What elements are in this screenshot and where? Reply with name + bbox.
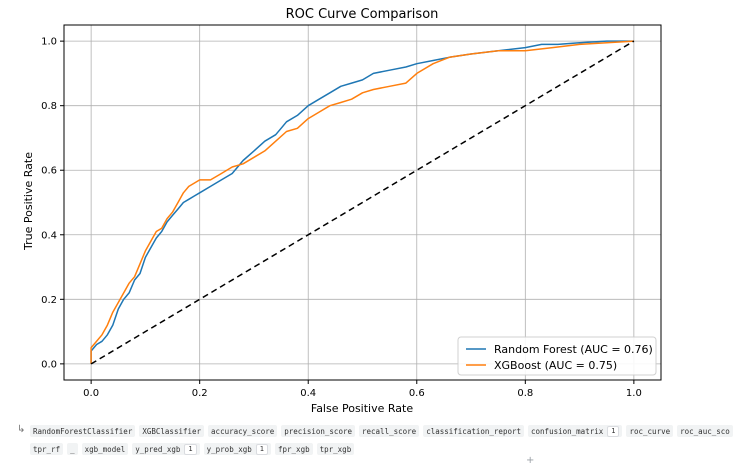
x-axis-label: False Positive Rate (311, 402, 413, 415)
y-tick-label: 0.8 (41, 101, 57, 112)
variable-chip[interactable]: y_prob_xgb 1 (203, 443, 271, 455)
variable-chip-row-1: RandomForestClassifier XGBClassifier accur… (0, 425, 739, 437)
variable-chip[interactable]: recall_score (359, 425, 420, 437)
variable-chip[interactable]: _ (67, 443, 78, 455)
variable-chip-label: tpr_rf (33, 444, 61, 454)
axes: 0.0 0.2 0.4 0.6 0.8 1.0 0.0 0.2 0.4 0.6 0.8 1.0 (41, 24, 662, 399)
variable-chip[interactable]: roc_auc_sco (677, 425, 733, 437)
x-tick-label: 0.2 (192, 388, 208, 399)
variable-chip[interactable]: precision_score (281, 425, 355, 437)
variable-chip-label: RandomForestClassifier (33, 426, 133, 436)
variable-chip[interactable]: classification_report (423, 425, 525, 437)
legend: Random Forest (AUC = 0.76) XGBoost (AUC =… (457, 336, 657, 376)
x-tick-label: 0.0 (83, 388, 99, 399)
plot-frame (63, 24, 662, 381)
variable-chip[interactable]: xgb_model (81, 443, 129, 455)
variable-chip-label: y_prob_xgb (206, 444, 252, 454)
variable-chip-label: y_pred_xgb (135, 444, 181, 454)
variable-chip-count: 1 (184, 443, 197, 455)
variable-chip-label: confusion_matrix (531, 426, 604, 436)
grid-lines (64, 25, 661, 380)
variable-chip-label: _ (70, 444, 75, 454)
legend-label: XGBoost (AUC = 0.75) (494, 359, 617, 372)
series-lines (90, 40, 635, 365)
y-tick-label: 1.0 (41, 37, 57, 48)
x-tick-label: 0.6 (409, 388, 425, 399)
roc-line-series-2 (90, 40, 634, 364)
variable-chip-label: roc_auc_sco (680, 426, 730, 436)
variable-chip[interactable]: roc_curve (626, 425, 674, 437)
variable-chip[interactable]: y_pred_xgb 1 (132, 443, 200, 455)
variable-chip-label: roc_curve (629, 426, 671, 436)
variable-chip[interactable]: RandomForestClassifier (30, 425, 136, 437)
y-tick-label: 0.6 (41, 166, 57, 177)
variable-chip-row-2: tpr_rf _ xgb_model y_pred_xgb 1 y_prob_xgb 1 fp… (0, 443, 739, 455)
variable-chip-label: classification_report (426, 426, 522, 436)
variable-chip[interactable]: fpr_xgb (275, 443, 313, 455)
roc-chart: ROC Curve Comparison 0.0 0.2 0.4 0.6 0.8 1.00… (22, 7, 662, 415)
variable-chip[interactable]: accuracy_score (208, 425, 278, 437)
output-arrow-icon: ↳ (17, 424, 26, 435)
y-tick-label: 0.2 (41, 295, 57, 306)
variable-chip-label: xgb_model (84, 444, 126, 454)
variable-chip[interactable]: confusion_matrix 1 (528, 425, 623, 437)
chart-title: ROC Curve Comparison (286, 7, 439, 22)
variable-chip-label: fpr_xgb (278, 444, 310, 454)
variable-chip-label: recall_score (362, 426, 417, 436)
legend-box (457, 336, 657, 376)
y-tick-label: 0.0 (41, 359, 57, 370)
x-tick-label: 0.8 (517, 388, 533, 399)
variable-chip-label: XGBClassifier (142, 426, 202, 436)
variable-chip-label: tpr_xgb (319, 444, 352, 454)
add-cell-icon[interactable]: + (526, 455, 535, 466)
x-tick-label: 1.0 (626, 388, 642, 399)
variable-chip[interactable]: tpr_rf (30, 443, 64, 455)
variable-chip-label: precision_score (284, 426, 352, 436)
variable-chip[interactable]: XGBClassifier (139, 425, 205, 437)
y-tick-label: 0.4 (41, 230, 57, 241)
legend-label: Random Forest (AUC = 0.76) (494, 343, 653, 356)
variable-chip-count: 1 (255, 443, 268, 455)
variable-chip-label: accuracy_score (211, 426, 275, 436)
diagonal-reference-line (90, 40, 635, 365)
y-axis-label: True Positive Rate (22, 152, 35, 251)
variable-chip-count: 1 (607, 425, 620, 437)
variable-chip[interactable]: tpr_xgb (316, 443, 355, 455)
x-tick-label: 0.4 (300, 388, 316, 399)
roc-line-series-1 (90, 40, 634, 364)
